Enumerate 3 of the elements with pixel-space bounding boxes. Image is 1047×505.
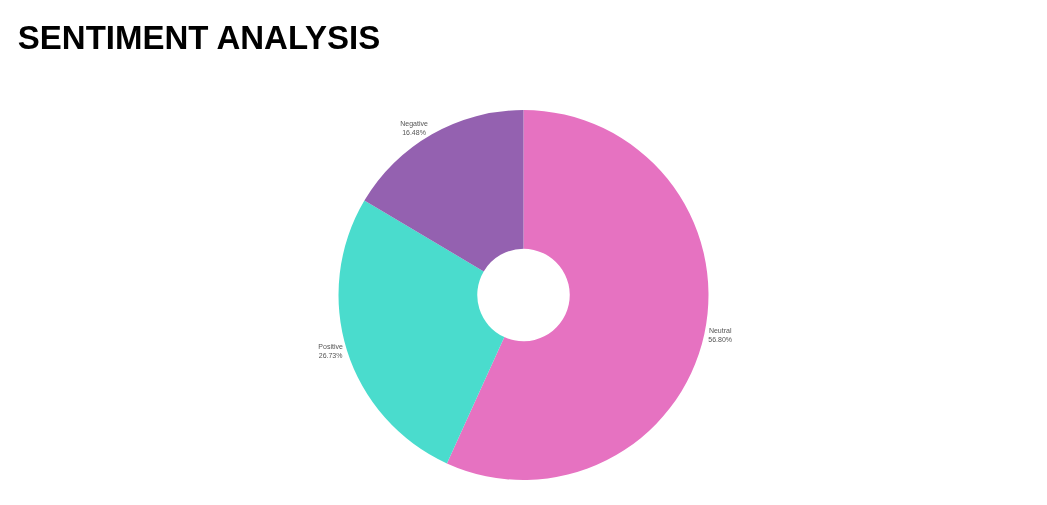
donut-slice (446, 110, 709, 480)
donut-slice (364, 110, 524, 272)
chart-title: SENTIMENT ANALYSIS (17, 19, 381, 57)
